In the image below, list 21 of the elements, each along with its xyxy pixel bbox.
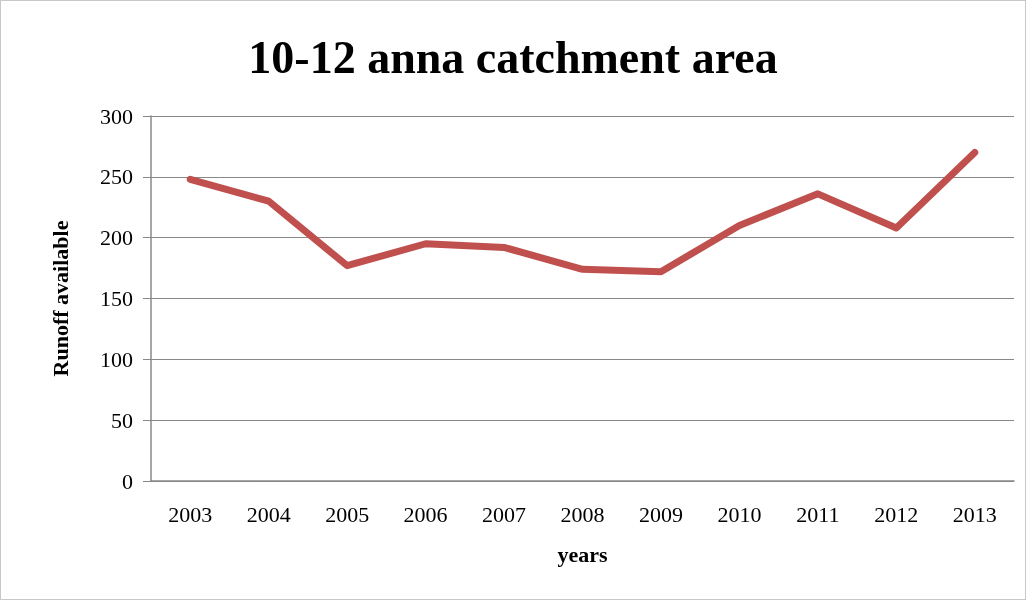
x-tick-label: 2013 (952, 501, 997, 527)
x-tick-label: 2007 (482, 501, 527, 527)
x-tick-label: 2011 (796, 501, 840, 527)
x-tick-label: 2009 (638, 501, 683, 527)
y-tick-label: 100 (100, 346, 133, 372)
x-tick-label: 2006 (403, 501, 448, 527)
y-tick-label: 0 (122, 468, 133, 494)
y-tick-label: 300 (100, 103, 133, 129)
y-tick-label: 50 (111, 407, 133, 433)
x-tick-label: 2010 (717, 501, 762, 527)
x-tick-label: 2005 (325, 501, 370, 527)
y-tick-label: 250 (100, 164, 133, 190)
x-tick-label: 2008 (560, 501, 605, 527)
y-tick-label: 150 (100, 286, 133, 311)
x-tick-label: 2003 (168, 501, 213, 527)
y-tick-label: 200 (100, 225, 133, 251)
chart-title: 10-12 anna catchment area (248, 31, 778, 83)
x-tick-label: 2004 (246, 501, 291, 527)
y-axis-title: Runoff available (47, 220, 73, 377)
x-axis-title: years (557, 541, 608, 567)
x-tick-label: 2012 (874, 501, 919, 527)
